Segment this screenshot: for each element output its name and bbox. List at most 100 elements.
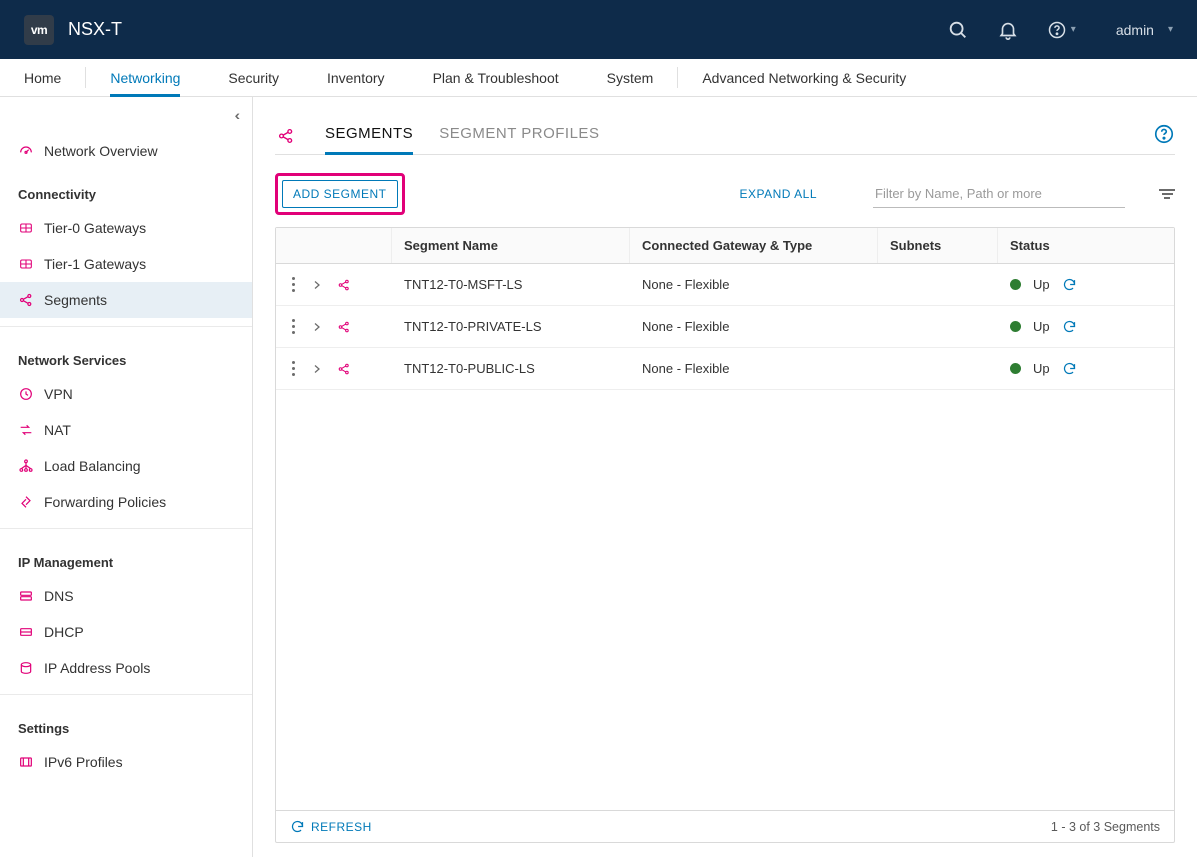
row-actions-menu[interactable] [288, 361, 299, 376]
sidebar-item-tier0[interactable]: Tier-0 Gateways [0, 210, 252, 246]
sidebar-item-label: Forwarding Policies [44, 494, 166, 510]
expand-row-icon[interactable] [311, 279, 323, 291]
share-icon [335, 362, 353, 376]
sidebar-group-connectivity: Connectivity [0, 169, 252, 210]
status-text: Up [1033, 361, 1050, 376]
ipv6-icon [18, 754, 34, 770]
tab-plan-troubleshoot[interactable]: Plan & Troubleshoot [409, 59, 583, 96]
tab-home[interactable]: Home [0, 59, 85, 96]
status-text: Up [1033, 277, 1050, 292]
table-row[interactable]: TNT12-T0-PRIVATE-LS None - Flexible Up [276, 306, 1174, 348]
share-icon [275, 127, 297, 145]
tab-segments[interactable]: SEGMENTS [325, 117, 413, 154]
status-dot-icon [1010, 279, 1021, 290]
refresh-row-icon[interactable] [1062, 319, 1077, 334]
help-icon[interactable] [1153, 123, 1175, 145]
secondary-tabs: SEGMENTS SEGMENT PROFILES [275, 117, 1175, 155]
filter-icon[interactable] [1159, 189, 1175, 199]
sidebar-item-network-overview[interactable]: Network Overview [0, 133, 252, 169]
toolbar: ADD SEGMENT EXPAND ALL [275, 155, 1175, 227]
search-icon[interactable] [947, 19, 969, 41]
sidebar-item-label: Load Balancing [44, 458, 141, 474]
main-content: SEGMENTS SEGMENT PROFILES ADD SEGMENT EX… [253, 97, 1197, 857]
segments-table: Segment Name Connected Gateway & Type Su… [275, 227, 1175, 843]
sidebar-item-fwd[interactable]: Forwarding Policies [0, 484, 252, 520]
load-balance-icon [18, 458, 34, 474]
status-dot-icon [1010, 363, 1021, 374]
sidebar-item-nat[interactable]: NAT [0, 412, 252, 448]
filter-field [873, 180, 1125, 208]
refresh-row-icon[interactable] [1062, 277, 1077, 292]
user-menu[interactable]: admin ▾ [1116, 22, 1173, 38]
row-actions-menu[interactable] [288, 277, 299, 292]
refresh-button[interactable]: REFRESH [290, 819, 372, 834]
sidebar-item-label: IPv6 Profiles [44, 754, 123, 770]
cell-status: Up [998, 309, 1174, 344]
topbar-actions: ▾ [947, 19, 1076, 41]
share-icon [335, 320, 353, 334]
cell-status: Up [998, 267, 1174, 302]
tab-advanced[interactable]: Advanced Networking & Security [678, 59, 930, 96]
cell-name: TNT12-T0-MSFT-LS [392, 267, 630, 302]
sidebar-item-dhcp[interactable]: DHCP [0, 614, 252, 650]
dhcp-icon [18, 624, 34, 640]
chevron-down-icon: ▾ [1168, 24, 1173, 35]
ip-pool-icon [18, 660, 34, 676]
forward-icon [18, 494, 34, 510]
bell-icon[interactable] [997, 19, 1019, 41]
sidebar-item-label: Tier-1 Gateways [44, 256, 146, 272]
tab-security[interactable]: Security [204, 59, 303, 96]
sidebar-item-ip-pools[interactable]: IP Address Pools [0, 650, 252, 686]
sidebar-item-vpn[interactable]: VPN [0, 376, 252, 412]
row-count-label: 1 - 3 of 3 Segments [1051, 820, 1160, 834]
refresh-row-icon[interactable] [1062, 361, 1077, 376]
sidebar-item-segments[interactable]: Segments [0, 282, 252, 318]
table-row[interactable]: TNT12-T0-PUBLIC-LS None - Flexible Up [276, 348, 1174, 390]
cell-subnets [878, 359, 998, 379]
tab-segment-profiles[interactable]: SEGMENT PROFILES [439, 117, 599, 154]
product-title: NSX-T [68, 19, 122, 40]
col-gateway[interactable]: Connected Gateway & Type [630, 228, 878, 263]
sidebar-item-dns[interactable]: DNS [0, 578, 252, 614]
sidebar-item-lb[interactable]: Load Balancing [0, 448, 252, 484]
sidebar-item-label: DNS [44, 588, 74, 604]
sidebar-item-tier1[interactable]: Tier-1 Gateways [0, 246, 252, 282]
cell-name: TNT12-T0-PRIVATE-LS [392, 309, 630, 344]
cell-name: TNT12-T0-PUBLIC-LS [392, 351, 630, 386]
table-row[interactable]: TNT12-T0-MSFT-LS None - Flexible Up [276, 264, 1174, 306]
tab-system[interactable]: System [583, 59, 678, 96]
primary-nav: Home Networking Security Inventory Plan … [0, 59, 1197, 97]
sidebar-item-label: Segments [44, 292, 107, 308]
filter-input[interactable] [873, 180, 1125, 208]
cell-subnets [878, 275, 998, 295]
sidebar-item-ipv6[interactable]: IPv6 Profiles [0, 744, 252, 780]
refresh-label: REFRESH [311, 820, 372, 834]
col-name[interactable]: Segment Name [392, 228, 630, 263]
status-text: Up [1033, 319, 1050, 334]
sidebar-group-ip: IP Management [0, 537, 252, 578]
sidebar: ‹‹ Network Overview Connectivity Tier-0 … [0, 97, 253, 857]
row-actions-menu[interactable] [288, 319, 299, 334]
cell-gateway: None - Flexible [630, 267, 878, 302]
sidebar-item-label: NAT [44, 422, 71, 438]
col-status[interactable]: Status [998, 228, 1174, 263]
tier-icon [18, 256, 34, 272]
cell-gateway: None - Flexible [630, 309, 878, 344]
vpn-icon [18, 386, 34, 402]
cell-status: Up [998, 351, 1174, 386]
expand-all-link[interactable]: EXPAND ALL [740, 187, 817, 201]
tab-networking[interactable]: Networking [86, 59, 204, 96]
add-segment-button[interactable]: ADD SEGMENT [282, 180, 398, 208]
sidebar-item-label: DHCP [44, 624, 84, 640]
collapse-sidebar-icon[interactable]: ‹‹ [235, 107, 236, 123]
sidebar-item-label: Network Overview [44, 143, 158, 159]
expand-row-icon[interactable] [311, 363, 323, 375]
sidebar-group-services: Network Services [0, 335, 252, 376]
help-icon[interactable]: ▾ [1047, 19, 1076, 41]
share-icon [18, 292, 34, 308]
tab-inventory[interactable]: Inventory [303, 59, 409, 96]
sidebar-item-label: IP Address Pools [44, 660, 150, 676]
share-icon [335, 278, 353, 292]
col-subnets[interactable]: Subnets [878, 228, 998, 263]
expand-row-icon[interactable] [311, 321, 323, 333]
